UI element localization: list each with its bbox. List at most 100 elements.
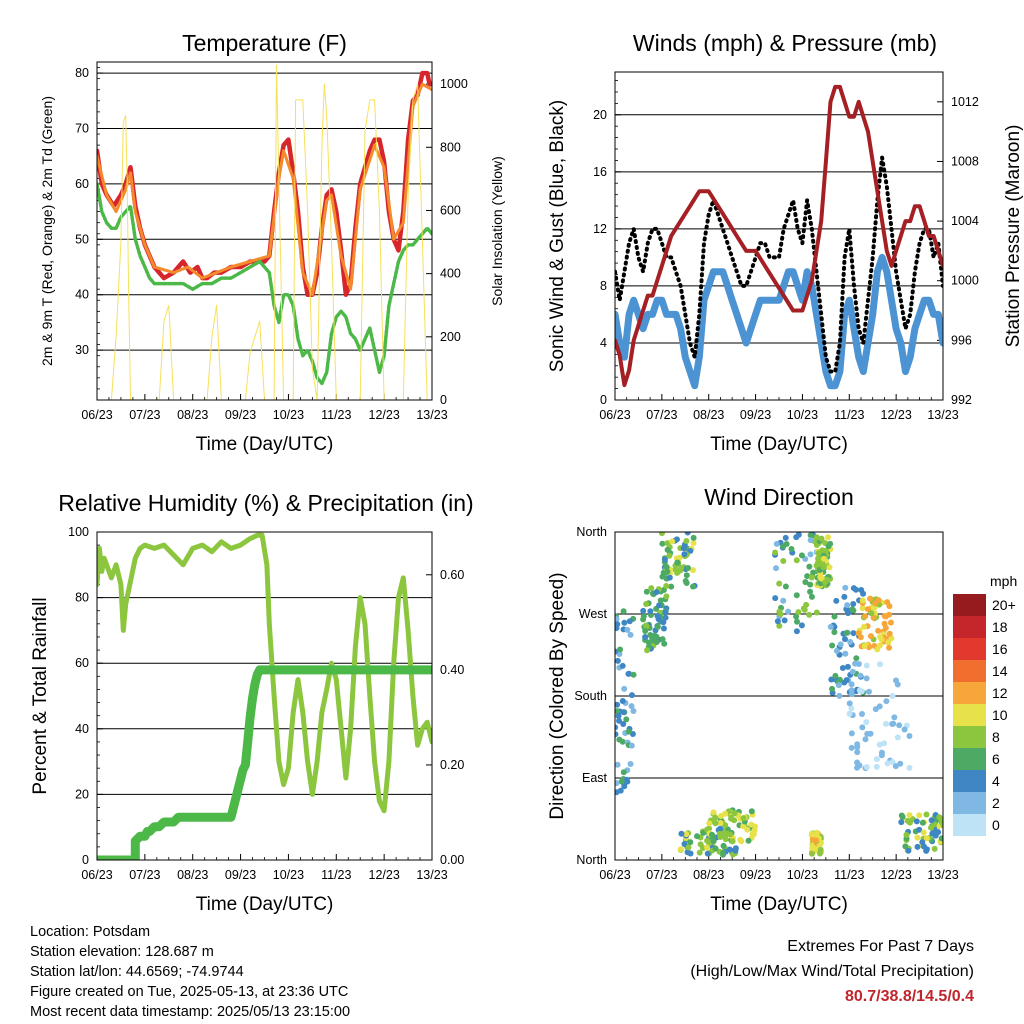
direction-point [681,551,688,558]
direction-point [842,650,849,657]
humidity-ylabel: Percent & Total Rainfall [30,597,51,794]
direction-point [923,835,930,842]
direction-point [807,581,814,588]
direction-point [625,728,632,735]
direction-point [843,677,850,684]
y-tick-label: North [576,853,607,867]
colorbar-label: 0 [992,817,1000,833]
direction-point [807,588,814,595]
direction-point [795,609,802,616]
colorbar-swatch [953,682,986,704]
temperature-series-2 [97,82,432,297]
direction-point [794,618,801,625]
station-info: Location: Potsdam Station elevation: 128… [30,922,350,1022]
y-tick-label: 4 [600,336,607,350]
y2-tick-label: 992 [951,393,972,407]
direction-point [620,608,627,615]
colorbar-label: 8 [992,729,1000,745]
winds-frame [614,71,944,401]
direction-point [683,831,690,838]
direction-point [648,585,655,592]
y2-tick-label: 0 [440,393,447,407]
direction-point [841,593,848,600]
y-tick-label: East [582,771,608,785]
direction-point [867,595,874,602]
direction-point [865,688,872,695]
winds-plot-area [615,84,943,390]
y2-tick-label: 0.20 [440,758,464,772]
direction-point [710,838,717,845]
colorbar-swatch [953,770,986,792]
direction-point [720,849,727,856]
colorbar-label: 2 [992,795,1000,811]
direction-point [904,817,911,824]
temperature-frame [96,61,433,401]
temperature-ylabel: 2m & 9m T (Red, Orange) & 2m Td (Green) [39,96,55,366]
direction-point [864,730,871,737]
direction-point [857,672,864,679]
direction-point [618,778,625,785]
direction-point [808,850,815,857]
direction-point [815,550,822,557]
direction-point [668,583,675,590]
direction-point [615,708,621,715]
extremes-subtitle: (High/Low/Max Wind/Total Precipitation) [690,963,974,980]
y-tick-label: 0 [82,853,89,867]
direction-point [712,820,719,827]
direction-point [916,826,923,833]
direction-point [615,713,622,720]
direction-point [615,761,621,768]
direction-point [873,763,880,770]
direction-point [662,609,669,616]
direction-point [731,810,738,817]
station-location: Location: Potsdam [30,924,151,940]
winds-ylabel-right: Station Pressure (Maroon) [1003,125,1024,348]
direction-point [807,551,814,558]
direction-point [717,834,724,841]
direction-point [712,814,719,821]
direction-point [938,816,943,823]
direction-point [727,831,734,838]
direction-point [687,547,694,554]
direction-point [843,629,850,636]
y-tick-label: 0 [600,393,607,407]
direction-point [653,589,660,596]
winds-xlabel: Time (Day/UTC) [710,434,848,455]
direction-point [793,628,800,635]
direction-point [849,606,856,613]
direction-point [870,614,877,621]
x-tick-label: 10/23 [787,408,818,422]
direction-point [661,640,668,647]
x-tick-label: 09/23 [740,408,771,422]
direction-point [777,611,784,618]
wind-direction-xlabel: Time (Day/UTC) [710,894,848,915]
extremes-panel: Extremes For Past 7 Days (High/Low/Max W… [690,934,974,1009]
direction-point [656,602,663,609]
winds-panel: 0 4 8 12 16 20 992 996 1000 1004 1008 1012 06/23 07/2… [547,30,1024,455]
direction-point [809,831,816,838]
colorbar-swatch [953,748,986,770]
direction-point [875,627,882,634]
direction-point [818,575,825,582]
direction-point [820,564,827,571]
direction-point [887,619,894,626]
figure-created: Figure created on Tue, 2025-05-13, at 23… [30,984,349,1000]
wind-direction-plot-area [615,532,943,858]
x-tick-label: 11/23 [321,408,351,422]
colorbar-swatch [953,638,986,660]
direction-point [621,619,628,626]
direction-point [844,608,851,615]
humidity-xlabel: Time (Day/UTC) [196,894,334,915]
direction-point [848,687,855,694]
x-tick-label: 06/23 [81,868,112,882]
y2-tick-label: 1008 [951,154,979,168]
direction-point [653,633,660,640]
direction-point [780,543,787,550]
direction-point [706,825,713,832]
direction-point [863,764,870,771]
direction-point [793,592,800,599]
direction-point [640,616,647,623]
direction-point [806,611,813,618]
direction-point [659,540,666,547]
